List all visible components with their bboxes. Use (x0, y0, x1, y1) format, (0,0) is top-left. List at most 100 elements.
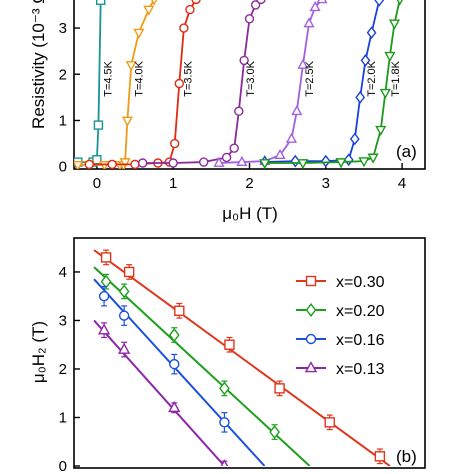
data-point (234, 106, 244, 116)
data-point (256, 0, 266, 5)
panel-a-x-tick-label: 1 (169, 175, 177, 192)
data-point (151, 0, 158, 6)
data-point (375, 125, 387, 136)
panel-a-y-tick-label: 1 (59, 112, 67, 129)
data-point (220, 459, 229, 466)
data-point (384, 51, 396, 63)
series-label: T=4.0K (133, 60, 145, 96)
data-point (335, 158, 347, 169)
fit-line (93, 249, 391, 466)
data-point (274, 383, 285, 394)
legend-label: x=0.13 (336, 361, 385, 378)
data-point (118, 310, 130, 321)
panel-b-frame (73, 237, 426, 469)
data-point (168, 158, 178, 168)
data-point (168, 328, 180, 343)
fit-line (93, 266, 311, 466)
panel-b-y-axis-label: μ₀H₂ (T) (29, 321, 48, 383)
data-point (74, 160, 84, 169)
data-point (119, 158, 131, 169)
data-point (213, 156, 225, 167)
panel-a-y-tick-label: 2 (59, 66, 67, 83)
data-point (221, 152, 232, 163)
data-point (96, 0, 106, 6)
data-point (320, 154, 331, 168)
data-point (374, 451, 386, 462)
data-point (199, 157, 209, 167)
series-line (142, 0, 262, 164)
legend-entry: x=0.20 (296, 303, 385, 320)
data-point (229, 143, 239, 153)
data-point (100, 274, 112, 289)
panel-b-y-tick-label: 1 (59, 409, 67, 426)
data-point (219, 417, 230, 428)
data-point (250, 0, 261, 10)
series-x=0.30 (93, 249, 391, 466)
series-line (77, 0, 102, 163)
panel-b-y-tick-label: 0 (59, 458, 67, 474)
series-T=1.8K (259, 0, 403, 169)
data-point (170, 138, 180, 149)
data-point (269, 425, 280, 440)
series-line (264, 0, 381, 163)
data-point (291, 104, 303, 116)
data-point (137, 158, 148, 168)
legend-label: x=0.16 (336, 332, 385, 349)
panel-a-y-axis-label: Resistivity (10⁻³ Ω (29, 0, 48, 129)
data-point (168, 400, 181, 413)
legend-entry: x=0.13 (296, 361, 385, 378)
fit-line (93, 319, 226, 466)
data-point (143, 5, 155, 16)
panel-a-label: (a) (396, 142, 417, 161)
panel-b-axes: 0 1 2 3 4 (59, 264, 80, 474)
data-point (97, 323, 111, 335)
data-point (355, 91, 366, 104)
data-point (118, 342, 131, 354)
data-point (179, 23, 189, 33)
panel-a-data: T=4.5K T=4.0K T=3.5K T=3.0K T=2.5K T=2.0K T=1.… (74, 0, 403, 169)
series-T=4.0K (74, 0, 158, 169)
data-point (133, 28, 145, 39)
data-point (125, 61, 137, 72)
series-x=0.20 (93, 266, 311, 466)
legend-label: x=0.20 (336, 303, 385, 320)
data-point (388, 19, 401, 30)
series-T=3.5K (84, 0, 201, 169)
data-point (118, 284, 130, 299)
data-point (239, 55, 249, 66)
data-point (236, 155, 248, 166)
data-point (92, 155, 102, 165)
data-point (123, 266, 135, 278)
legend-marker (305, 303, 317, 317)
data-point (379, 88, 391, 99)
data-point (324, 417, 335, 428)
data-point (224, 339, 235, 350)
data-point (174, 78, 185, 89)
data-point (396, 0, 403, 6)
series-line (264, 0, 401, 164)
data-point (274, 148, 286, 160)
panel-a-x-tick-label: 4 (398, 175, 406, 192)
panel-a-x-tick-label: 2 (245, 175, 253, 192)
data-point (121, 116, 133, 127)
data-point (358, 157, 370, 168)
data-point (93, 120, 104, 130)
data-point (191, 0, 201, 5)
panel-a-y-tick-label: 3 (59, 20, 67, 37)
data-point (107, 159, 117, 169)
legend-marker (304, 361, 318, 373)
series-label: T=2.5K (304, 60, 316, 96)
panel-b-data (93, 249, 391, 466)
panel-b-legend: x=0.30 x=0.20 x=0.16 x=0.13 (296, 274, 385, 378)
panel-a-x-tick-label: 3 (322, 175, 330, 192)
data-point (174, 305, 185, 316)
data-point (98, 291, 110, 302)
data-point (360, 54, 371, 67)
panel-a: 0 1 2 3 4 0 1 2 3 T=4.5K T=4.0K T=3.5K T=3.0K T=2.5K… (29, 0, 426, 223)
data-point (185, 4, 195, 15)
legend-label: x=0.30 (336, 274, 385, 291)
data-point (169, 358, 180, 370)
series-x=0.16 (93, 278, 266, 466)
